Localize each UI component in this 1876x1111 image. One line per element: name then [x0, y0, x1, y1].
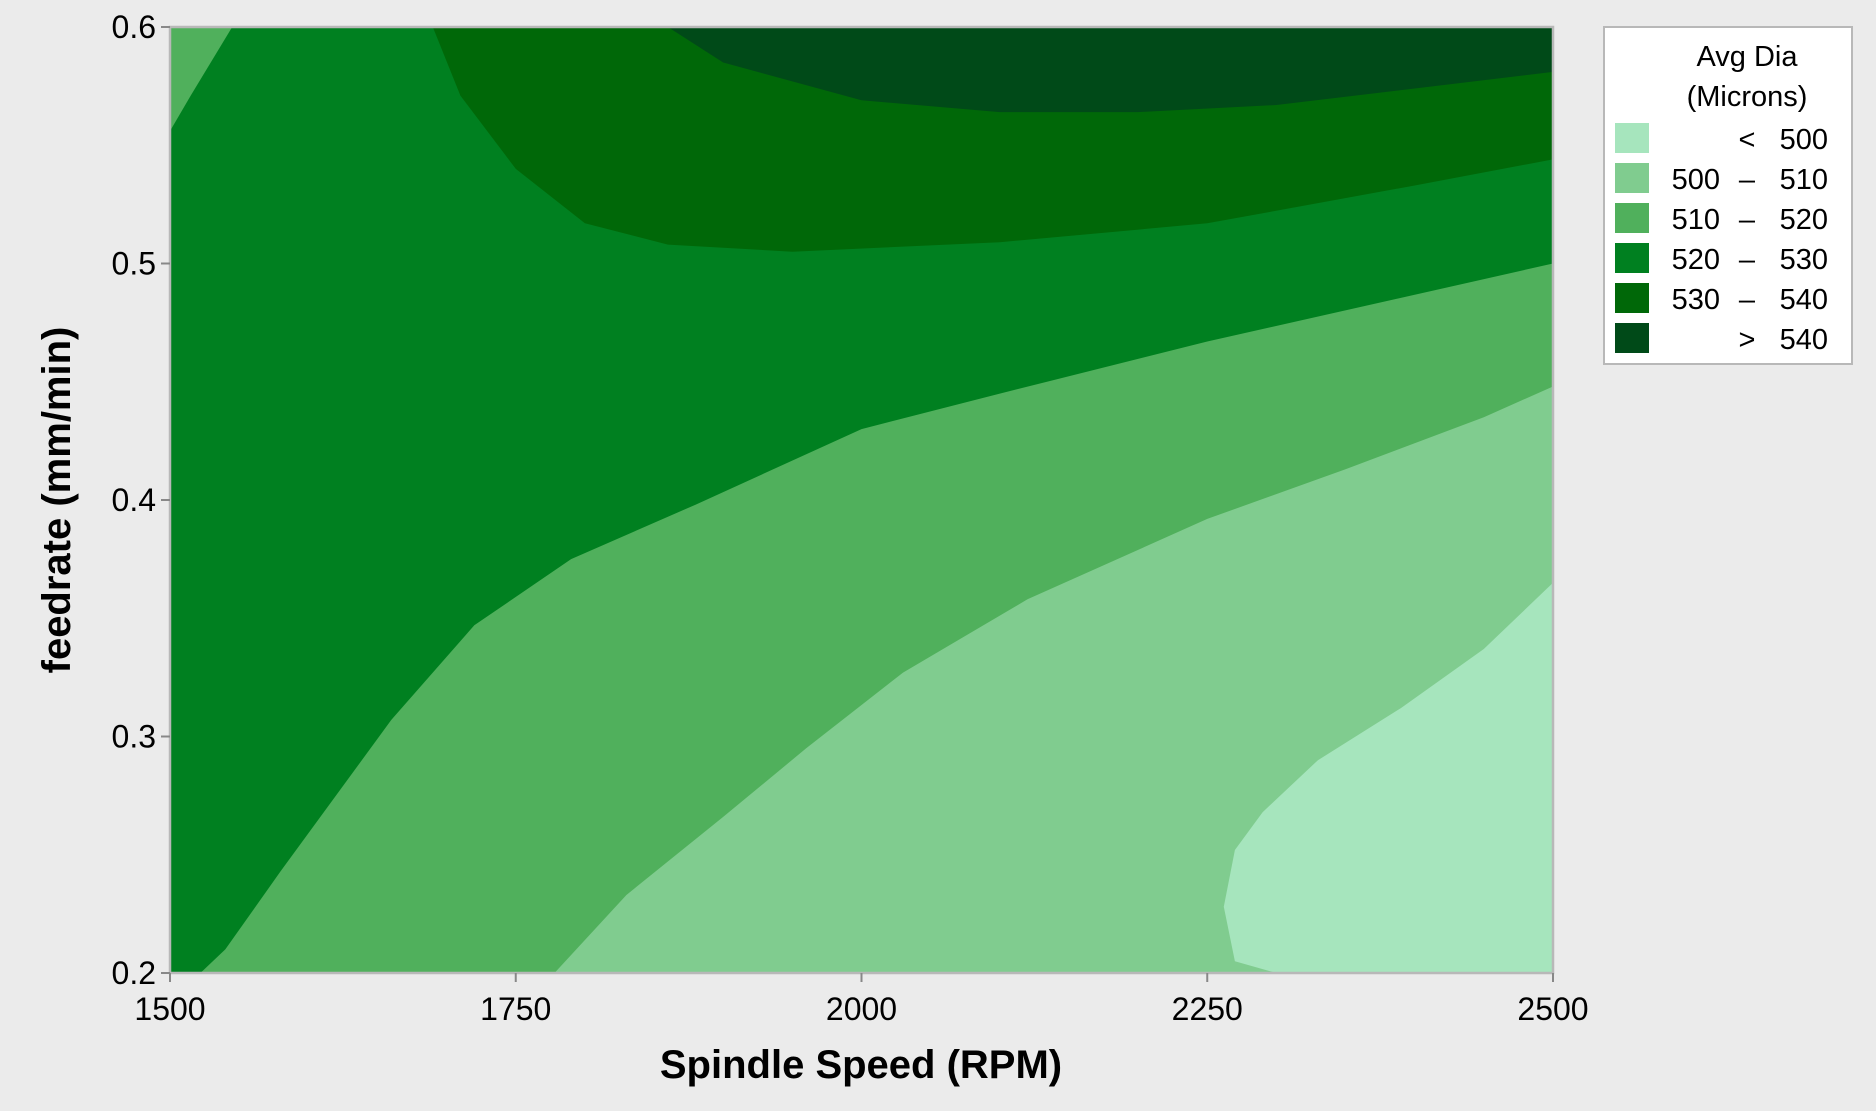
- legend-swatch: [1615, 203, 1649, 233]
- legend-high: 540: [1780, 284, 1828, 316]
- x-axis-title: Spindle Speed (RPM): [660, 1043, 1062, 1087]
- legend-high: 530: [1780, 244, 1828, 276]
- legend-operator: –: [1739, 244, 1756, 276]
- legend-low: 510: [1672, 204, 1720, 236]
- legend-title-line1: Avg Dia: [1696, 41, 1798, 73]
- legend-title-line2: (Microns): [1687, 81, 1808, 113]
- legend-operator: >: [1739, 324, 1756, 356]
- y-axis-title: feedrate (mm/min): [35, 327, 79, 674]
- x-tick-label: 2250: [1172, 991, 1243, 1027]
- legend-high: 540: [1780, 324, 1828, 356]
- x-tick-label: 2000: [826, 991, 897, 1027]
- legend-operator: –: [1739, 284, 1756, 316]
- legend-swatch: [1615, 163, 1649, 193]
- legend-swatch: [1615, 323, 1649, 353]
- y-tick-label: 0.2: [112, 955, 156, 991]
- legend-operator: –: [1739, 204, 1756, 236]
- legend-swatch: [1615, 243, 1649, 273]
- legend-operator: –: [1739, 164, 1756, 196]
- y-tick-label: 0.3: [112, 719, 156, 755]
- legend: Avg Dia (Microns) <500500–510510–520520–…: [1603, 26, 1853, 365]
- legend-swatch: [1615, 123, 1649, 153]
- legend-operator: <: [1739, 124, 1756, 156]
- contour-regions: [170, 27, 1553, 973]
- x-axis: 1500 1750 2000 2250 2500: [134, 973, 1589, 1027]
- x-tick-label: 1500: [134, 991, 205, 1027]
- y-tick-label: 0.5: [112, 246, 156, 282]
- legend-low: 520: [1672, 244, 1720, 276]
- contour-region-3: [667, 27, 1553, 113]
- x-tick-label: 1750: [480, 991, 551, 1027]
- contour-region-1: [170, 27, 1553, 973]
- legend-high: 500: [1780, 124, 1828, 156]
- y-tick-label: 0.4: [112, 482, 156, 518]
- x-tick-label: 2500: [1517, 991, 1588, 1027]
- legend-low: 530: [1672, 284, 1720, 316]
- legend-high: 510: [1780, 164, 1828, 196]
- y-axis: 0.2 0.3 0.4 0.5 0.6: [112, 9, 170, 991]
- y-tick-label: 0.6: [112, 9, 156, 45]
- contour-region-5: [1223, 582, 1553, 973]
- legend-swatch: [1615, 283, 1649, 313]
- legend-low: 500: [1672, 164, 1720, 196]
- legend-high: 520: [1780, 204, 1828, 236]
